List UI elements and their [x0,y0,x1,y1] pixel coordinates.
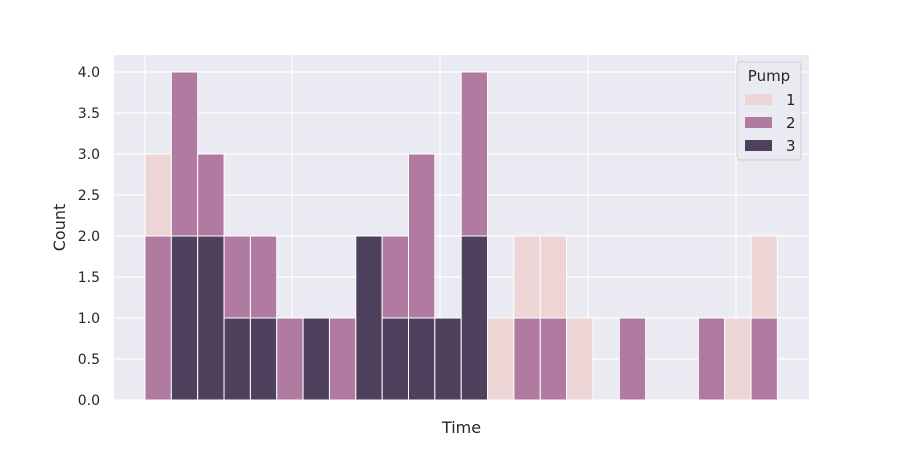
bar-pump-3 [170,235,199,401]
bar-pump-2 [381,235,409,319]
bar-pump-1 [144,153,172,237]
bar-pump-1 [750,235,778,319]
bar-pump-3 [197,235,225,401]
bar-pump-3 [460,235,489,401]
y-tick-label: 3.5 [78,106,100,122]
bar-pump-2 [197,153,225,237]
bar-pump-2 [249,235,278,319]
y-tick-label: 4.0 [78,65,100,81]
bar-pump-1 [487,317,515,401]
bar-pump-1 [539,235,568,319]
legend-swatch-1 [745,94,772,105]
legend-label-3: 3 [786,137,796,155]
bar-pump-3 [223,317,251,401]
legend-swatch-3 [745,140,772,151]
bar-pump-3 [381,317,409,401]
y-tick-label: 1.5 [78,270,100,286]
y-axis-label: Count [50,204,69,252]
legend: Pump 1 2 3 [736,61,802,161]
y-tick-label: 1.0 [78,311,100,327]
bar-pump-2 [328,317,357,401]
bar-pump-3 [434,317,462,401]
bar-pump-2 [170,71,199,237]
bar-pump-2 [223,235,251,319]
bar-pump-3 [355,235,383,401]
legend-entries: 1 2 3 [745,91,796,155]
y-tick-label: 2.5 [78,188,100,204]
legend-title: Pump [748,67,790,85]
bar-pump-3 [408,317,436,401]
bar-pump-3 [249,317,278,401]
bar-pump-1 [566,317,594,401]
bar-pump-2 [750,317,778,401]
legend-label-1: 1 [786,91,796,109]
legend-label-2: 2 [786,114,796,132]
y-tick-label: 2.0 [78,229,100,245]
legend-swatch-2 [745,117,772,128]
bar-pump-2 [697,317,726,401]
y-tick-label: 0.0 [78,393,100,409]
y-tick-labels: 0.0 0.5 1.0 1.5 2.0 2.5 3.0 3.5 4.0 [78,65,100,409]
bar-pump-2 [539,317,568,401]
x-axis-label: Time [441,418,481,437]
legend-frame [736,61,802,161]
y-tick-label: 3.0 [78,147,100,163]
bar-pump-2 [144,235,172,401]
bar-pump-2 [276,317,304,401]
bar-pump-2 [618,317,647,401]
bar-pump-3 [302,317,330,401]
bar-pump-2 [460,71,489,237]
bar-pump-1 [513,235,541,319]
bar-pump-2 [408,153,436,319]
bar-pump-2 [513,317,541,401]
y-tick-label: 0.5 [78,352,100,368]
bar-pump-1 [724,317,752,401]
bars [144,71,778,401]
